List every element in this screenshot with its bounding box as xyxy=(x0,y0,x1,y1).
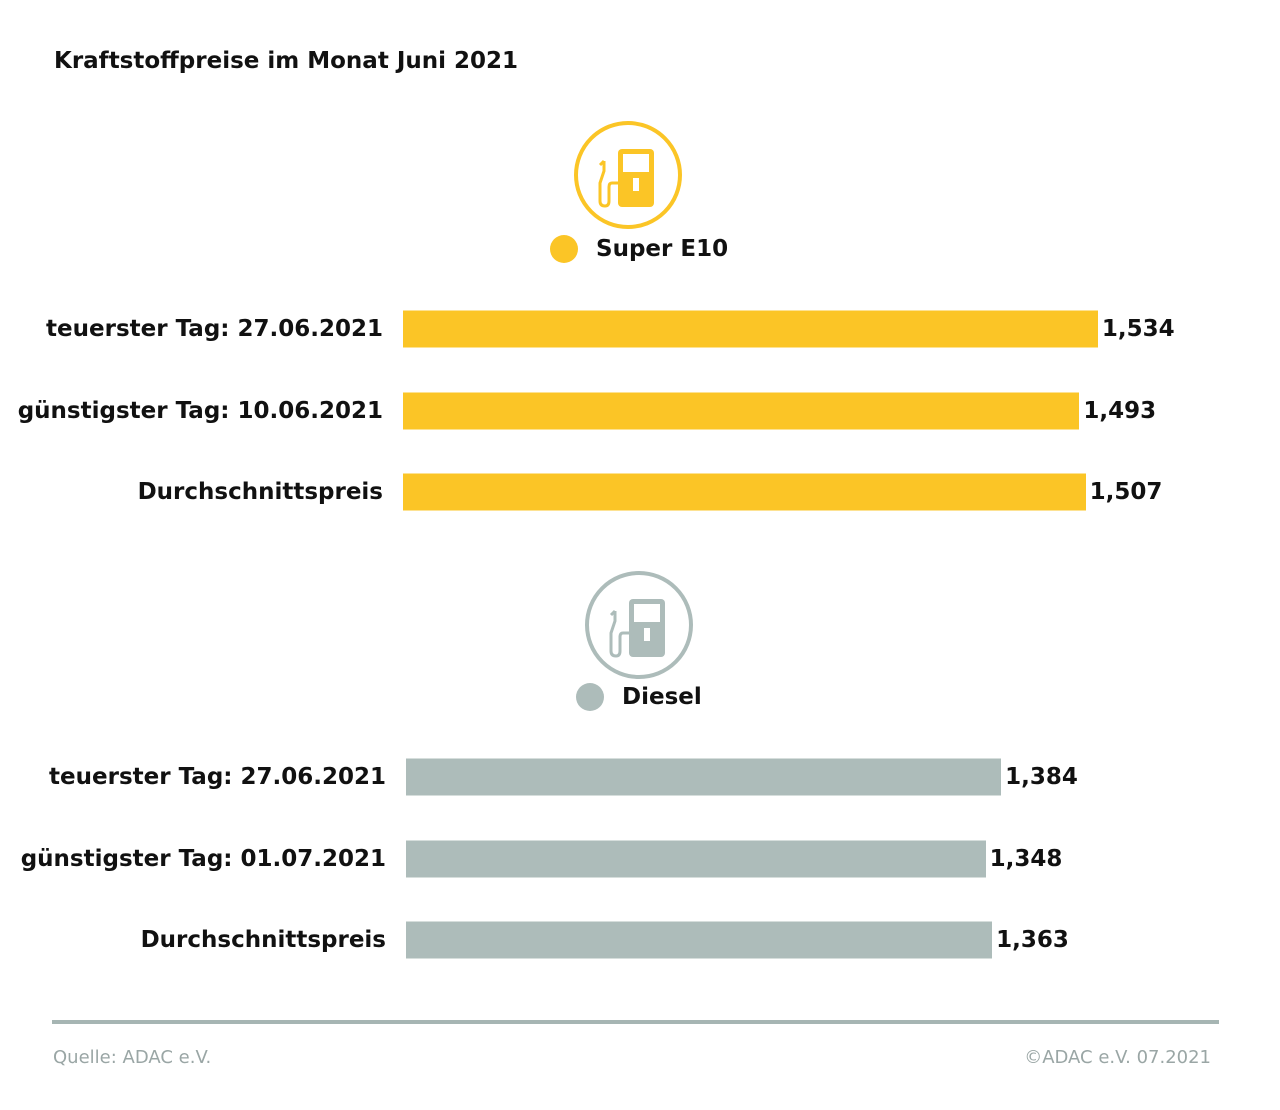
value-label: 1,493 xyxy=(1083,398,1157,424)
category-label: Durchschnittspreis xyxy=(140,927,386,953)
source-note: Quelle: ADAC e.V. xyxy=(53,1047,212,1068)
footer-divider xyxy=(52,1020,1219,1024)
value-label: 1,363 xyxy=(996,927,1069,953)
legend-marker xyxy=(576,683,604,711)
bar xyxy=(406,921,993,959)
category-label: günstigster Tag: 10.06.2021 xyxy=(17,398,383,424)
bar xyxy=(403,310,1098,348)
legend-super-e10: Super E10 xyxy=(550,235,728,263)
category-label: günstigster Tag: 01.07.2021 xyxy=(20,846,386,872)
bar xyxy=(406,758,1002,796)
legend-marker xyxy=(550,235,578,263)
legend-label: Diesel xyxy=(622,684,702,710)
category-label: teuerster Tag: 27.06.2021 xyxy=(49,764,386,790)
value-label: 1,384 xyxy=(1005,764,1078,790)
e10-fuel-pump-icon xyxy=(574,121,682,229)
bar xyxy=(403,473,1086,511)
bar xyxy=(406,840,986,878)
category-label: Durchschnittspreis xyxy=(137,479,383,505)
legend-label: Super E10 xyxy=(596,236,729,262)
chart-title: Kraftstoffpreise im Monat Juni 2021 xyxy=(54,48,519,74)
copyright-note: ©ADAC e.V. 07.2021 xyxy=(1024,1047,1211,1068)
value-label: 1,507 xyxy=(1089,479,1163,505)
bar xyxy=(403,392,1080,430)
value-label: 1,534 xyxy=(1101,316,1175,342)
legend-diesel: Diesel xyxy=(576,683,702,711)
category-label: teuerster Tag: 27.06.2021 xyxy=(46,316,383,342)
diesel-fuel-pump-icon xyxy=(585,571,693,679)
value-label: 1,348 xyxy=(989,846,1063,872)
